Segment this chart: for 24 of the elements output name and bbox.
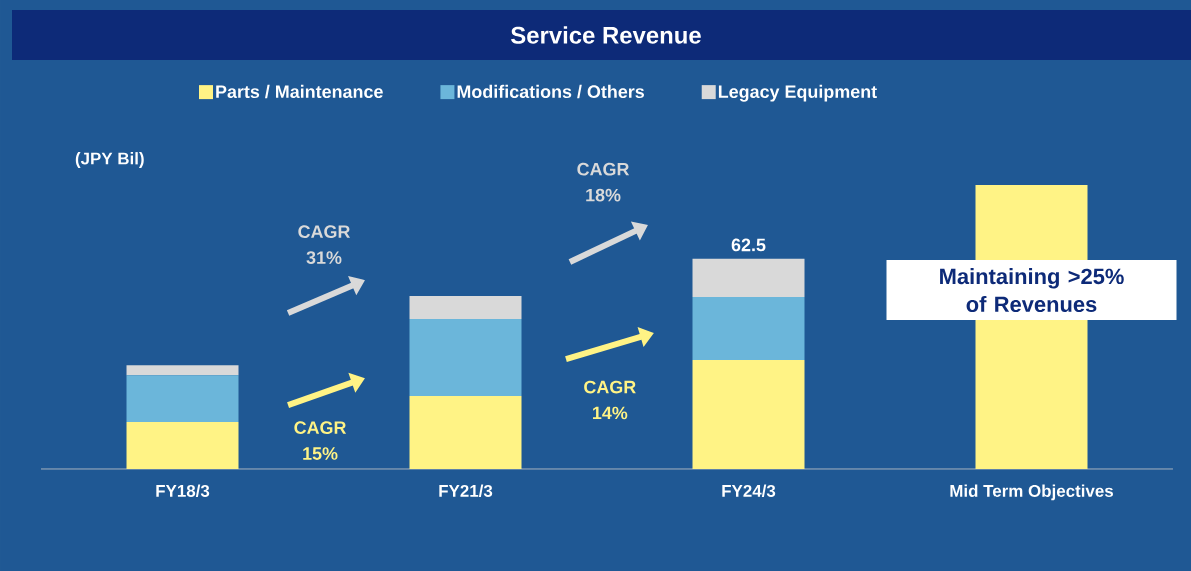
annotation: CAGR 15% <box>294 421 347 460</box>
y-axis-title: (JPY Bil) <box>75 152 144 168</box>
chart-title: Service Revenue <box>510 26 701 44</box>
annotation: 62.5 <box>731 238 766 252</box>
annotation: CAGR 18% <box>577 162 630 202</box>
bar <box>409 296 522 320</box>
bar <box>126 365 239 376</box>
bar <box>409 319 522 396</box>
x-tick-label: Mid Term Objectives <box>950 484 1113 501</box>
x-tick-label: FY21/3 <box>439 484 493 498</box>
legend-label: Modifications / Others <box>457 84 644 99</box>
bar <box>692 359 805 469</box>
annotation: CAGR 31% <box>298 225 351 264</box>
x-tick-label: FY18/3 <box>156 484 210 498</box>
bar <box>409 396 522 469</box>
bar <box>126 422 239 469</box>
bar <box>692 296 805 360</box>
bar <box>692 258 805 297</box>
x-tick-label: FY24/3 <box>722 484 776 498</box>
legend-label: Parts / Maintenance <box>216 84 383 99</box>
annotation: Maintaining >25% of Revenues <box>940 268 1124 313</box>
annotation: CAGR 14% <box>584 380 636 420</box>
bar <box>126 375 239 423</box>
legend-label: Legacy Equipment <box>718 84 877 102</box>
